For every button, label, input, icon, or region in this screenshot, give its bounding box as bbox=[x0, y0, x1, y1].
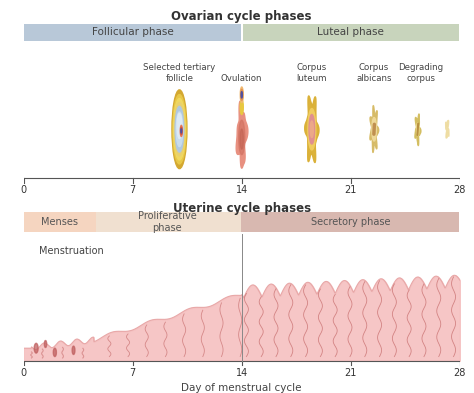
FancyBboxPatch shape bbox=[241, 212, 459, 232]
Polygon shape bbox=[236, 101, 248, 168]
Circle shape bbox=[175, 107, 184, 152]
Text: Follicular phase: Follicular phase bbox=[92, 28, 173, 37]
Circle shape bbox=[181, 127, 182, 134]
Text: Ovulation: Ovulation bbox=[221, 74, 263, 83]
Ellipse shape bbox=[45, 340, 46, 347]
Text: Selected tertiary
follicle: Selected tertiary follicle bbox=[143, 63, 216, 83]
Text: 0: 0 bbox=[21, 185, 27, 195]
Text: 28: 28 bbox=[454, 185, 466, 195]
Text: 7: 7 bbox=[129, 368, 136, 378]
Circle shape bbox=[180, 125, 182, 136]
Text: Menstruation: Menstruation bbox=[39, 246, 104, 256]
Text: Menses: Menses bbox=[41, 217, 78, 227]
Text: Corpus
luteum: Corpus luteum bbox=[297, 63, 327, 83]
Polygon shape bbox=[415, 114, 421, 145]
Ellipse shape bbox=[240, 100, 243, 114]
Text: Day of menstrual cycle: Day of menstrual cycle bbox=[182, 383, 302, 393]
FancyBboxPatch shape bbox=[243, 24, 459, 40]
Circle shape bbox=[240, 87, 243, 103]
Circle shape bbox=[172, 90, 187, 169]
Text: 14: 14 bbox=[236, 185, 248, 195]
Circle shape bbox=[174, 103, 184, 156]
Polygon shape bbox=[309, 114, 315, 144]
Circle shape bbox=[173, 99, 185, 160]
Circle shape bbox=[241, 90, 243, 100]
Circle shape bbox=[241, 92, 242, 98]
Polygon shape bbox=[305, 96, 319, 162]
Text: 14: 14 bbox=[236, 368, 248, 378]
Polygon shape bbox=[370, 106, 379, 152]
FancyBboxPatch shape bbox=[96, 212, 241, 232]
Circle shape bbox=[177, 113, 182, 139]
Polygon shape bbox=[240, 129, 243, 149]
Polygon shape bbox=[305, 96, 319, 162]
Circle shape bbox=[176, 112, 183, 147]
Ellipse shape bbox=[72, 346, 75, 354]
Polygon shape bbox=[415, 114, 421, 145]
Text: Uterine cycle phases: Uterine cycle phases bbox=[173, 202, 311, 215]
Text: Ovarian cycle phases: Ovarian cycle phases bbox=[172, 9, 312, 22]
Text: 7: 7 bbox=[129, 185, 136, 195]
Ellipse shape bbox=[53, 348, 56, 356]
Text: 21: 21 bbox=[345, 368, 357, 378]
Text: 28: 28 bbox=[454, 368, 466, 378]
Circle shape bbox=[181, 129, 182, 133]
Polygon shape bbox=[370, 106, 379, 152]
Text: Proliferative
phase: Proliferative phase bbox=[137, 211, 196, 233]
Text: 21: 21 bbox=[345, 185, 357, 195]
Polygon shape bbox=[446, 121, 449, 138]
Text: Secretory phase: Secretory phase bbox=[311, 217, 391, 227]
Polygon shape bbox=[372, 118, 376, 141]
Ellipse shape bbox=[34, 343, 38, 353]
Polygon shape bbox=[310, 121, 313, 138]
Text: Corpus
albicans: Corpus albicans bbox=[356, 63, 392, 83]
Polygon shape bbox=[308, 108, 316, 150]
Text: Degrading
corpus: Degrading corpus bbox=[398, 63, 443, 83]
FancyBboxPatch shape bbox=[25, 212, 96, 232]
Text: Luteal phase: Luteal phase bbox=[317, 28, 384, 37]
Polygon shape bbox=[417, 123, 419, 136]
FancyBboxPatch shape bbox=[25, 24, 241, 40]
Text: 0: 0 bbox=[21, 368, 27, 378]
Polygon shape bbox=[239, 120, 245, 155]
Circle shape bbox=[173, 95, 186, 164]
